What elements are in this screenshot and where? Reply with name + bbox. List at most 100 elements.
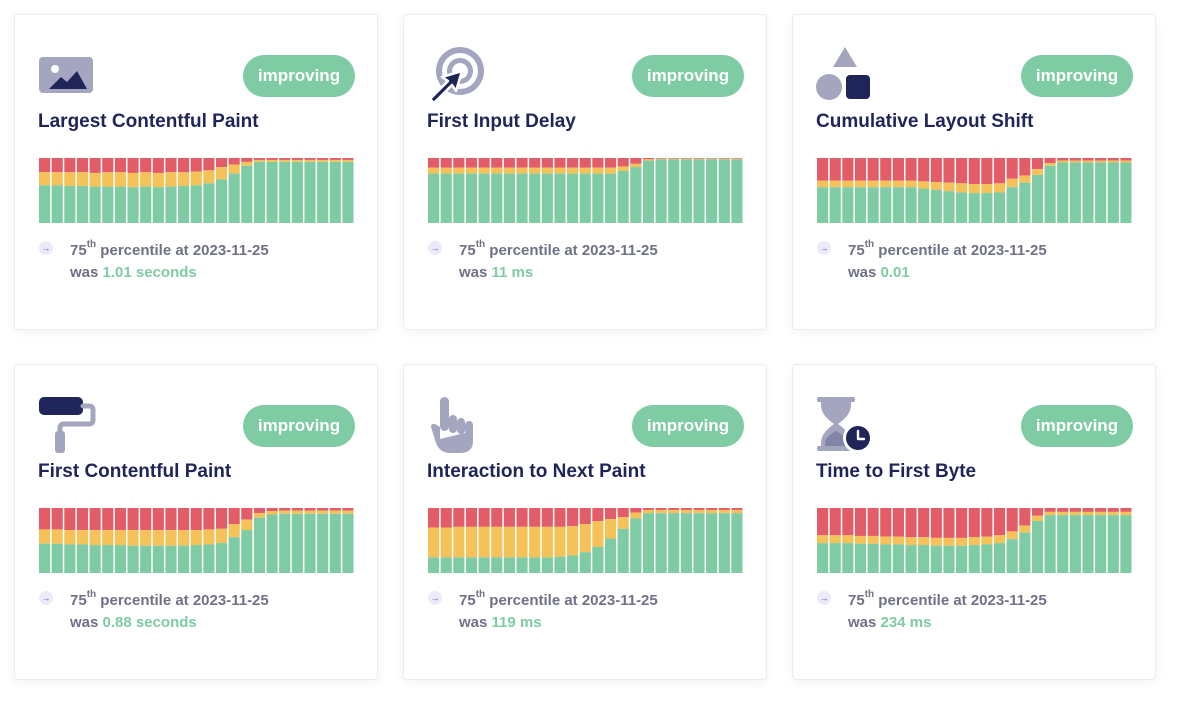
bar-needs-improvement-segment [829,180,841,188]
distribution-bar [342,158,354,223]
metric-card-ttfb[interactable]: improving Time to First Byte → 75th perc… [792,364,1156,680]
metric-title: First Input Delay [427,111,576,132]
metric-value: 0.88 seconds [102,614,197,631]
bar-poor-segment [76,158,89,173]
distribution-bar [718,158,730,223]
distribution-bar [880,158,892,223]
bar-good-segment [554,173,566,223]
bar-needs-improvement-segment [630,512,642,519]
bar-good-segment [1069,515,1081,573]
bar-good-segment [516,557,528,573]
bar-needs-improvement-segment [1031,515,1044,521]
percentile-line: 75th percentile at 2023-11-25 [459,239,658,259]
bar-good-segment [190,185,202,223]
bar-needs-improvement-segment [1057,160,1069,163]
bar-good-segment [102,186,114,223]
bar-needs-improvement-segment [706,509,718,514]
distribution-bar [1120,158,1132,223]
distribution-bar [592,158,604,223]
bar-poor-segment [993,508,1006,536]
bar-poor-segment [1019,158,1031,176]
percentile-line: 75th percentile at 2023-11-25 [70,589,269,609]
bar-good-segment [668,513,680,573]
bar-good-segment [1107,162,1119,223]
bar-needs-improvement-segment [630,163,642,168]
bar-needs-improvement-segment [39,529,51,544]
distribution-bar [102,508,114,573]
bar-poor-segment [329,158,341,160]
bar-poor-segment [516,508,528,527]
metric-title: Time to First Byte [816,461,977,482]
distribution-bar [516,508,528,573]
bar-poor-segment [731,508,743,510]
bar-poor-segment [89,158,101,173]
bar-poor-segment [127,158,139,173]
bar-poor-segment [1120,508,1132,512]
bar-needs-improvement-segment [579,524,591,553]
distribution-bar [114,508,126,573]
bar-needs-improvement-segment [342,510,354,514]
percentile-suffix: th [475,589,486,600]
bar-good-segment [842,543,854,573]
bar-poor-segment [1019,508,1031,526]
metric-card-lcp[interactable]: improving Largest Contentful Paint → 75t… [14,14,378,330]
bar-needs-improvement-segment [165,530,177,546]
bar-needs-improvement-segment [329,510,341,514]
bar-poor-segment [956,158,968,184]
bar-good-segment [102,545,114,573]
bar-good-segment [89,186,101,223]
bar-good-segment [592,547,604,573]
bar-needs-improvement-segment [905,537,917,546]
distribution-bar [993,508,1006,573]
distribution-bar [253,158,266,223]
bar-poor-segment [178,508,190,531]
metric-title: First Contentful Paint [38,461,232,482]
bar-needs-improvement-segment [718,509,730,514]
bar-poor-segment [867,158,879,181]
bar-needs-improvement-segment [529,167,541,174]
status-badge: improving [243,405,355,447]
bar-poor-segment [190,508,202,531]
bar-poor-segment [453,158,465,168]
metric-card-fid[interactable]: improving First Input Delay → 75th perce… [403,14,767,330]
percentile-text: percentile at 2023-11-25 [874,242,1047,259]
bar-needs-improvement-segment [541,167,553,174]
metric-card-cls[interactable]: improving Cumulative Layout Shift → 75th… [792,14,1156,330]
metric-card-inp[interactable]: improving Interaction to Next Paint → 75… [403,364,767,680]
bar-needs-improvement-segment [1082,511,1094,516]
bar-needs-improvement-segment [465,167,478,174]
arrow-right-icon: → [428,241,442,255]
bar-poor-segment [1082,158,1094,161]
value-line: was 234 ms [848,614,931,631]
distribution-bar [114,158,126,223]
metric-card-fcp[interactable]: improving First Contentful Paint → 75th … [14,364,378,680]
bar-needs-improvement-segment [592,167,604,174]
bar-poor-segment [981,508,993,537]
bar-poor-segment [51,508,63,530]
distribution-bar [1107,508,1119,573]
percentile-text: percentile at 2023-11-25 [874,592,1047,609]
value-line: was 119 ms [459,614,542,631]
distribution-bar [178,158,190,223]
bar-poor-segment [1006,158,1018,179]
distribution-bar [1057,508,1069,573]
bar-needs-improvement-segment [279,159,291,162]
bar-good-segment [731,513,743,573]
bar-needs-improvement-segment [478,526,490,558]
bar-poor-segment [968,158,980,184]
bar-good-segment [440,173,452,223]
distribution-bar [1031,508,1044,573]
distribution-bar [1006,158,1018,223]
bar-needs-improvement-segment [854,535,867,544]
bar-good-segment [329,513,341,573]
distribution-bar [478,158,490,223]
was-label: was [459,264,492,281]
distribution-bar [39,508,51,573]
distribution-bar [567,158,579,223]
distribution-bar [630,508,642,573]
bar-poor-segment [642,158,655,160]
bar-good-segment [693,513,705,573]
bar-good-segment [1095,515,1107,573]
distribution-bar [291,158,303,223]
bar-poor-segment [228,508,240,525]
